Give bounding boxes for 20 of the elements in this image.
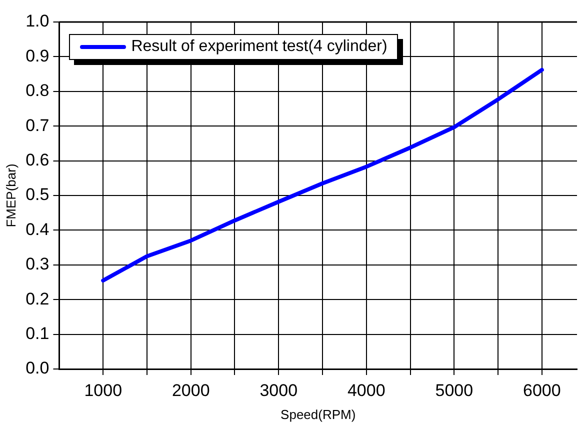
x-tick-label: 5000 (435, 380, 474, 400)
legend-label: Result of experiment test(4 cylinder) (131, 38, 388, 56)
x-tick-label: 3000 (260, 380, 298, 400)
y-axis-title: FMEP(bar) (3, 164, 18, 228)
y-tick-label: 0.3 (26, 254, 50, 274)
y-tick-label: 0.6 (26, 150, 50, 170)
y-tick-label: 0.4 (26, 220, 50, 239)
y-tick-label: 1.0 (26, 12, 50, 31)
y-tick-label: 0.8 (26, 81, 50, 100)
y-tick-label: 0.7 (26, 116, 50, 135)
x-axis-title: Speed(RPM) (280, 406, 356, 422)
x-tick-label: 4000 (347, 380, 386, 400)
y-tick-label: 0.5 (26, 185, 50, 204)
x-tick-label: 2000 (172, 380, 210, 400)
y-tick-label: 0.2 (26, 289, 50, 308)
x-tick-label: 6000 (522, 380, 561, 400)
x-tick-label: 1000 (84, 380, 122, 400)
y-tick-label: 0.9 (26, 46, 50, 66)
y-tick-label: 0.0 (26, 358, 50, 378)
y-tick-label: 0.1 (26, 324, 50, 343)
